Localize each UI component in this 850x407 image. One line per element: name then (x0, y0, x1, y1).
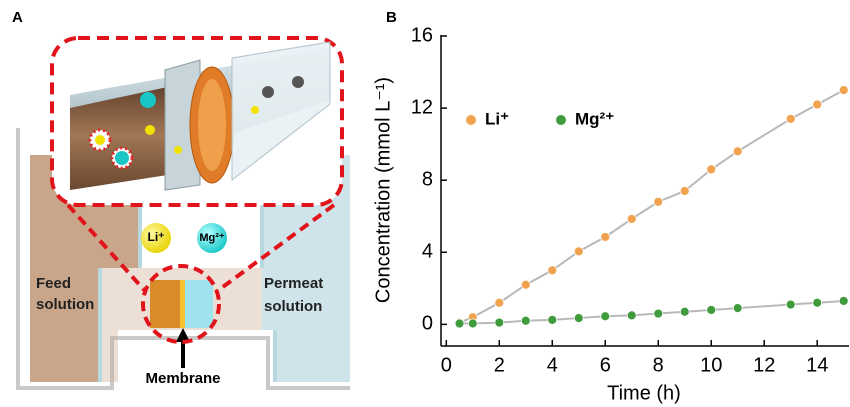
y-tick-label: 12 (411, 96, 433, 118)
data-point (707, 165, 716, 174)
figure: A Feed solution Permeat solution Li⁺ Mg²… (0, 0, 850, 407)
data-point (813, 100, 822, 109)
membrane-pores (198, 79, 226, 171)
x-tick-label: 12 (753, 354, 775, 376)
data-point (813, 298, 822, 307)
y-tick-label: 8 (422, 168, 433, 190)
y-axis-label: Concentration (mmol L⁻¹) (372, 77, 394, 303)
feed-label-line: Feed (36, 275, 71, 292)
data-point (733, 147, 742, 156)
data-point (455, 319, 464, 328)
data-point (786, 114, 795, 123)
data-point (627, 311, 636, 320)
y-tick-label: 4 (422, 241, 433, 263)
data-point (495, 298, 504, 307)
data-point (601, 232, 610, 241)
ion-label: Li⁺ (148, 230, 165, 244)
y-tick-label: 16 (411, 24, 433, 46)
data-point (680, 187, 689, 196)
diagram: A Feed solution Permeat solution Li⁺ Mg²… (12, 9, 350, 388)
x-tick-label: 8 (653, 354, 664, 376)
data-point (654, 197, 663, 206)
data-point (548, 315, 557, 324)
legend-marker (466, 115, 476, 125)
data-point (521, 280, 530, 289)
data-point (839, 86, 848, 95)
x-tick-label: 10 (700, 354, 722, 376)
data-point (680, 307, 689, 316)
data-point (733, 304, 742, 313)
x-tick-label: 14 (806, 354, 828, 376)
legend-label: Li⁺ (485, 109, 509, 128)
x-tick-label: 6 (600, 354, 611, 376)
permeate-label-line: solution (264, 298, 322, 315)
legend-label: Mg²⁺ (575, 109, 614, 128)
x-tick-label: 4 (547, 354, 558, 376)
membrane (180, 280, 185, 328)
data-point (574, 314, 583, 323)
feed-label-line: solution (36, 296, 94, 313)
feed-cell (150, 280, 180, 328)
data-point (786, 300, 795, 309)
data-point (521, 316, 530, 325)
panel-label: A (12, 9, 23, 26)
data-point (839, 296, 848, 305)
data-point (468, 319, 477, 328)
data-point (654, 309, 663, 318)
x-tick-label: 2 (494, 354, 505, 376)
ion-label: Mg²⁺ (199, 232, 225, 244)
x-tick-label: 0 (441, 354, 452, 376)
data-point (574, 247, 583, 256)
data-point (707, 305, 716, 314)
y-tick-label: 0 (422, 313, 433, 335)
data-point (495, 318, 504, 327)
permeate-cell (185, 280, 213, 328)
x-axis-label: Time (h) (607, 382, 681, 404)
data-point (548, 266, 557, 275)
membrane-label: Membrane (145, 370, 220, 387)
data-point (627, 214, 636, 223)
legend-marker (556, 115, 566, 125)
panel-label: B (386, 9, 397, 26)
data-point (601, 312, 610, 321)
series-line (460, 90, 844, 323)
permeate-label-line: Permeat (264, 275, 323, 292)
